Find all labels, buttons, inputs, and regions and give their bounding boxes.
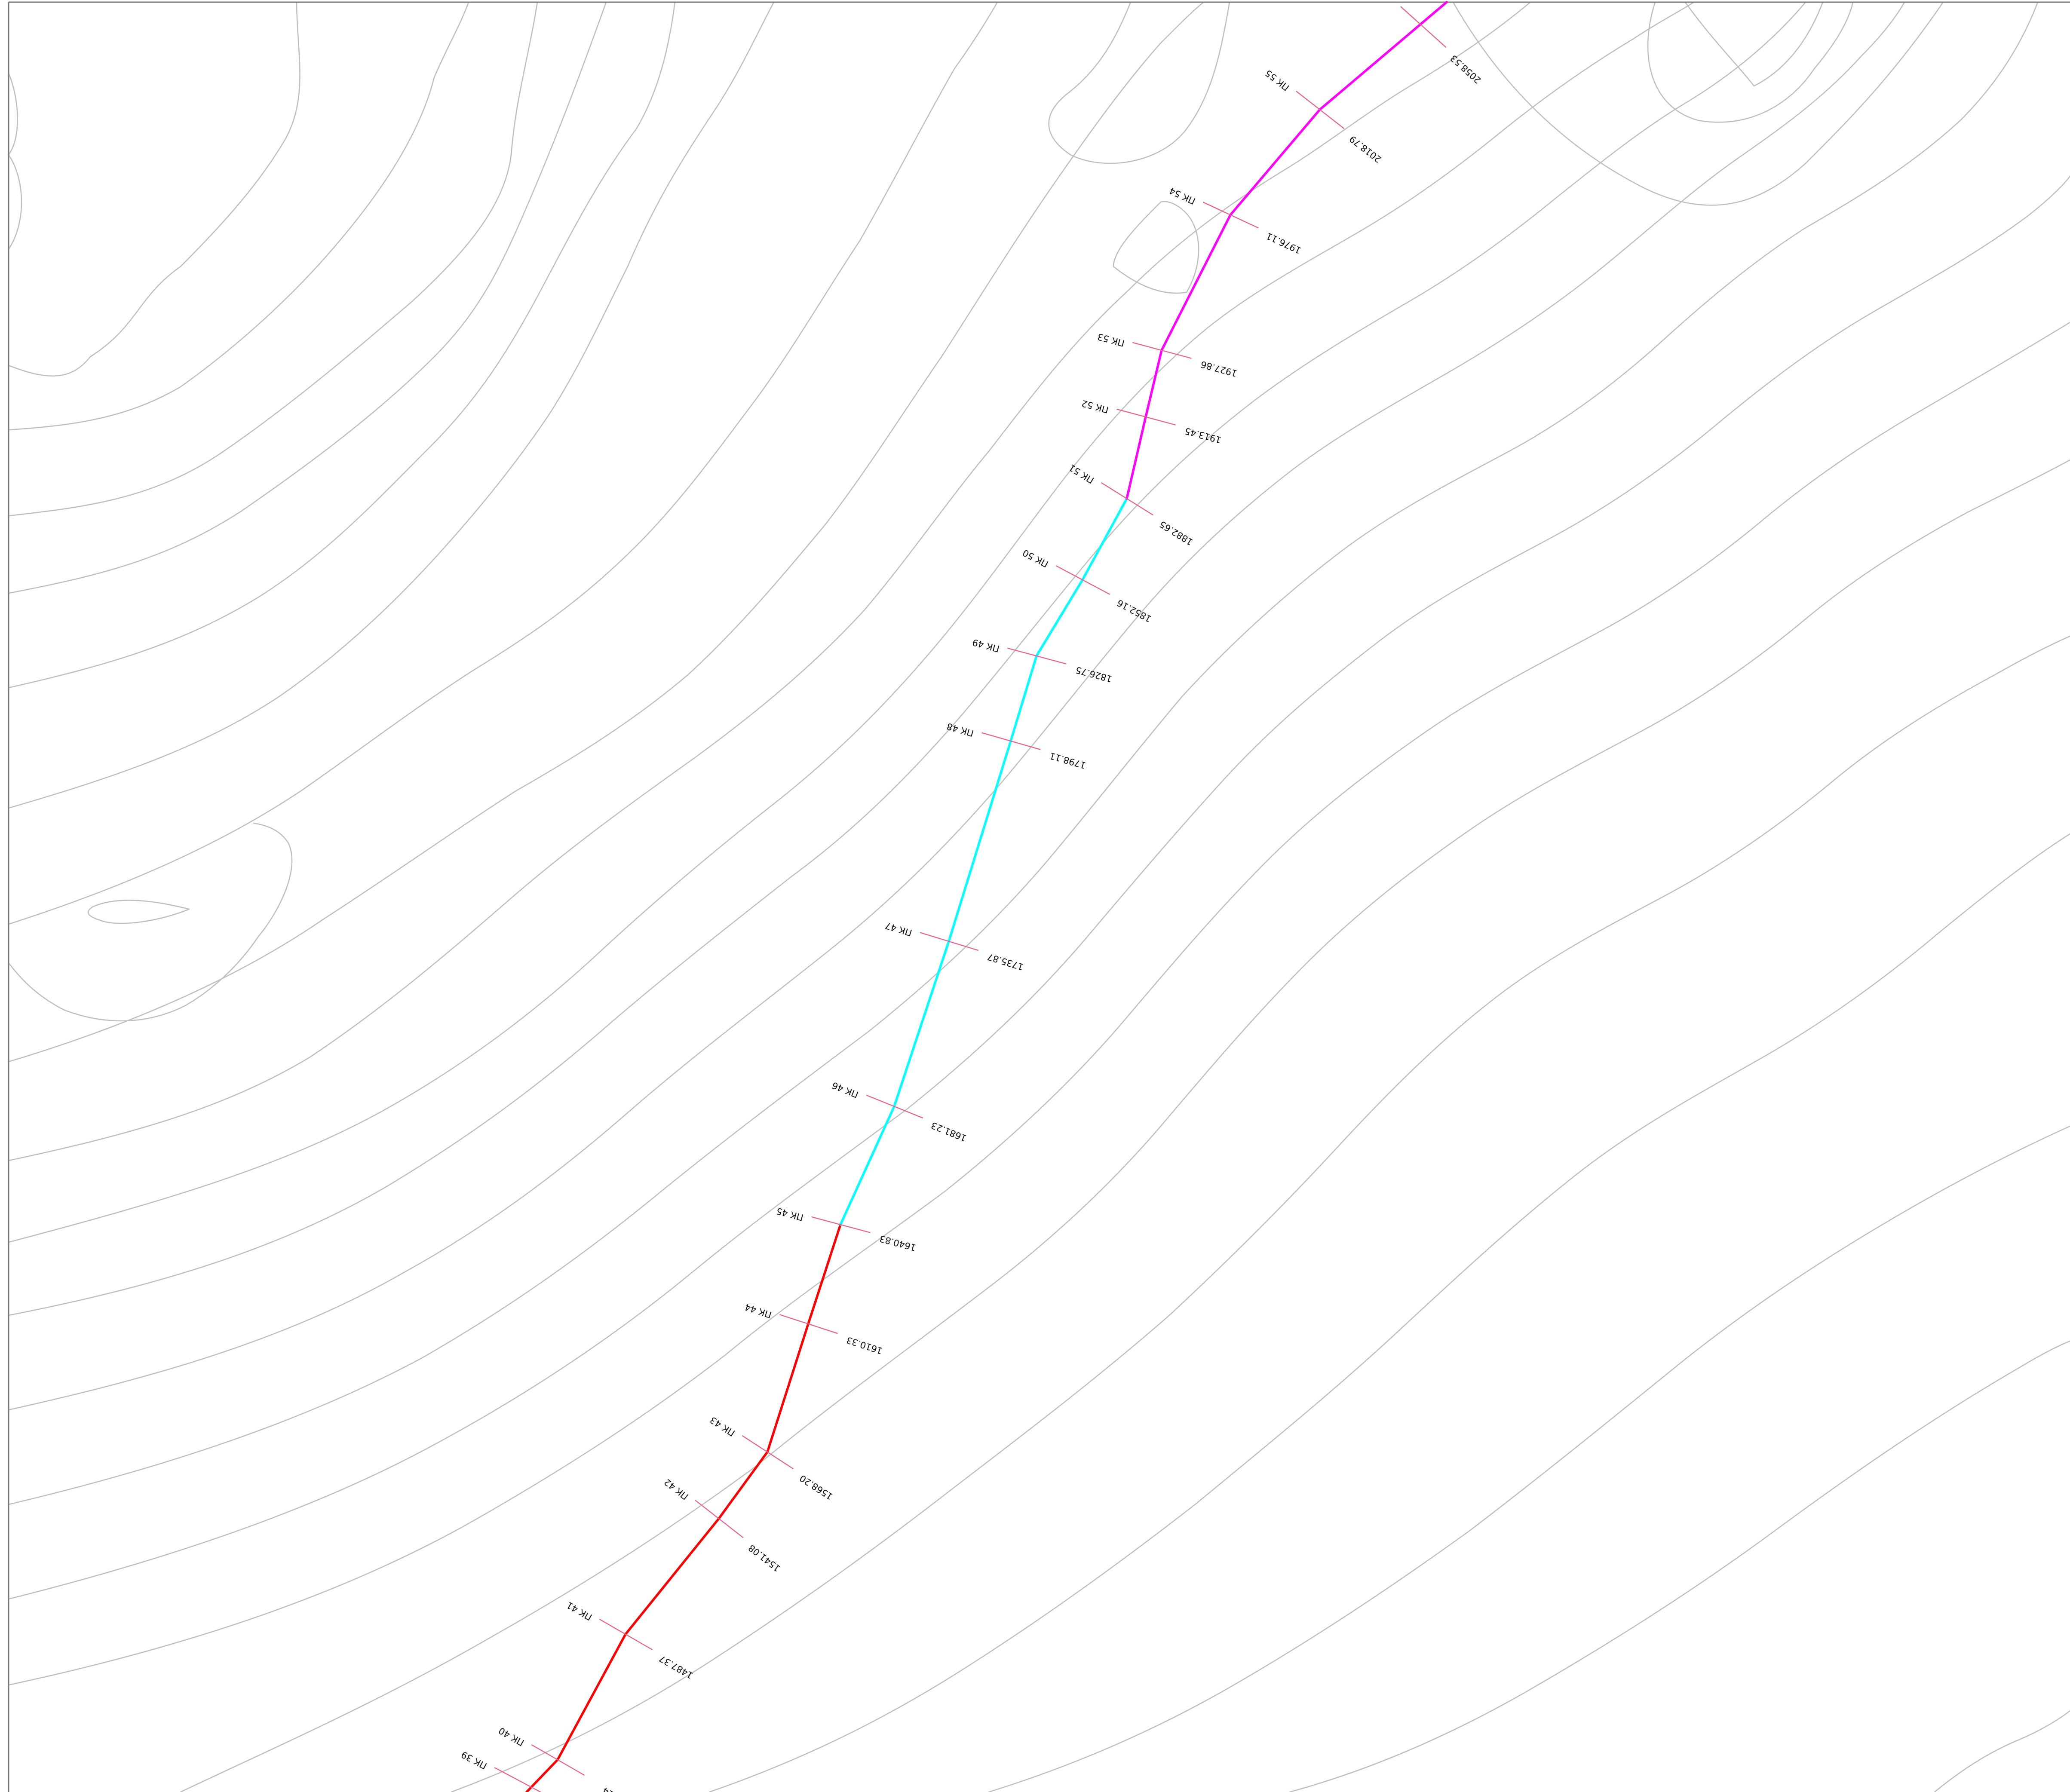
contour-line-3: [8, 1, 469, 431]
contour-line-14: [8, 1, 2039, 1505]
picket-marker: [1055, 565, 1110, 595]
contour-line-18: [451, 635, 2070, 1792]
contour-line-7: [8, 1, 775, 809]
contour-line-2: [8, 1, 301, 377]
picket-marker: [1116, 408, 1176, 426]
contour-line-12: [8, 1, 1806, 1316]
picket-marker: [695, 1499, 744, 1538]
picket-marker: [1101, 482, 1153, 516]
contour-line-10: [8, 1, 1531, 1161]
picket-marker: [1007, 647, 1067, 665]
picket-marker: [866, 1094, 923, 1119]
picket-marker: [1203, 202, 1259, 229]
contour-line-24: [1452, 1, 1944, 206]
contour-line-28: [1048, 1, 1230, 164]
contour-line-17: [180, 459, 2070, 1792]
route-segment-upper: [1125, 1, 1448, 500]
contour-line-6: [8, 1, 676, 689]
contour-line-8: [8, 1, 998, 925]
picket-marker: [742, 1435, 794, 1470]
contour-lines: [8, 1, 2070, 1792]
contour-line-25: [87, 900, 190, 924]
contour-line-15: [8, 175, 2070, 1600]
picket-marker: [811, 1216, 871, 1233]
contour-line-13: [8, 1, 1905, 1411]
picket-markers: [494, 6, 1447, 1792]
contour-line-4: [8, 1, 538, 517]
contour-line-23: [1684, 1, 1824, 87]
contour-line-20: [988, 1125, 2070, 1792]
contour-line-27: [1113, 201, 1199, 294]
picket-marker: [920, 932, 979, 951]
contour-line-19: [708, 833, 2070, 1792]
contour-line-9: [8, 1, 1205, 1063]
contour-line-5: [8, 1, 607, 594]
picket-marker: [599, 1618, 653, 1651]
contour-line-16: [8, 322, 2070, 1686]
contour-line-29: [1647, 1, 1854, 123]
contour-line-11: [8, 1, 1695, 1243]
picket-marker: [531, 1744, 585, 1776]
picket-marker: [494, 1767, 542, 1792]
picket-marker: [981, 732, 1041, 750]
contour-line-26: [8, 822, 293, 1022]
picket-marker: [1400, 6, 1447, 48]
picket-marker: [1132, 342, 1192, 359]
contour-line-22: [1934, 1710, 2070, 1792]
contour-line-21: [1289, 1340, 2070, 1792]
picket-marker: [779, 1314, 838, 1334]
picket-marker: [1296, 90, 1345, 129]
